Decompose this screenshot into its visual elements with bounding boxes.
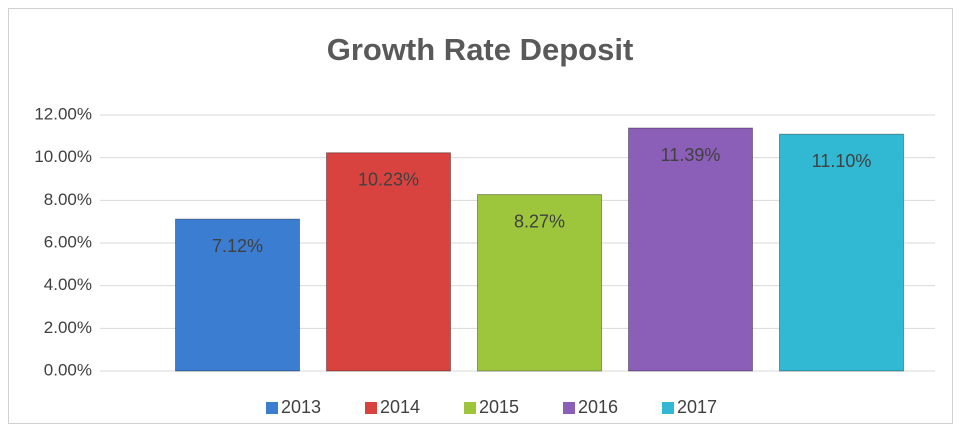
legend-label: 2017 bbox=[677, 397, 717, 417]
data-label: 10.23% bbox=[358, 170, 419, 190]
bar bbox=[477, 194, 602, 372]
legend-swatch bbox=[365, 402, 377, 414]
legend-swatch bbox=[266, 402, 278, 414]
y-tick-label: 2.00% bbox=[44, 318, 92, 337]
bar bbox=[326, 152, 451, 372]
y-tick-label: 0.00% bbox=[44, 360, 92, 379]
data-label: 11.39% bbox=[661, 145, 721, 165]
y-tick-label: 12.00% bbox=[34, 104, 92, 123]
legend-label: 2016 bbox=[578, 397, 618, 417]
legend-swatch bbox=[662, 402, 674, 414]
bar bbox=[628, 127, 753, 372]
legend-swatch bbox=[563, 402, 575, 414]
bar bbox=[779, 133, 904, 372]
y-tick-label: 6.00% bbox=[44, 232, 92, 251]
data-label: 11.10% bbox=[812, 151, 872, 171]
chart-title: Growth Rate Deposit bbox=[327, 32, 634, 67]
bar bbox=[175, 218, 300, 372]
y-tick-label: 10.00% bbox=[34, 147, 92, 166]
data-label: 7.12% bbox=[212, 236, 263, 256]
legend-label: 2014 bbox=[380, 397, 420, 417]
data-label: 8.27% bbox=[514, 211, 565, 231]
legend-swatch bbox=[464, 402, 476, 414]
y-tick-label: 4.00% bbox=[44, 275, 92, 294]
legend-label: 2015 bbox=[479, 397, 519, 417]
y-tick-label: 8.00% bbox=[44, 190, 92, 209]
legend-label: 2013 bbox=[281, 397, 321, 417]
